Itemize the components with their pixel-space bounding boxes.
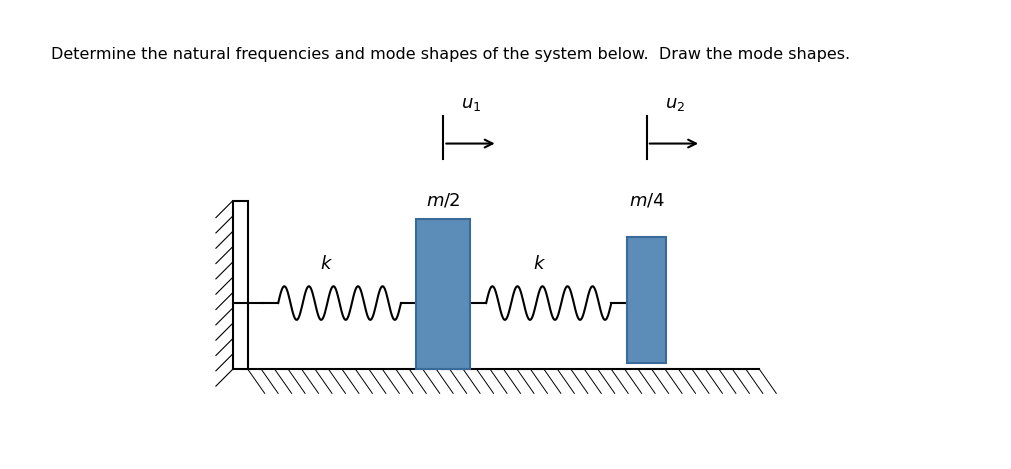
Text: $u_2$: $u_2$ <box>664 96 684 113</box>
Text: Determine the natural frequencies and mode shapes of the system below.  Draw the: Determine the natural frequencies and mo… <box>51 47 849 62</box>
Text: $u_1$: $u_1$ <box>461 96 481 113</box>
Text: $k$: $k$ <box>533 255 546 273</box>
Text: $m/4$: $m/4$ <box>628 192 664 210</box>
Bar <box>233 201 248 369</box>
Bar <box>416 219 470 369</box>
Text: $m/2$: $m/2$ <box>426 192 460 210</box>
Bar <box>627 237 665 363</box>
Text: $k$: $k$ <box>319 255 333 273</box>
